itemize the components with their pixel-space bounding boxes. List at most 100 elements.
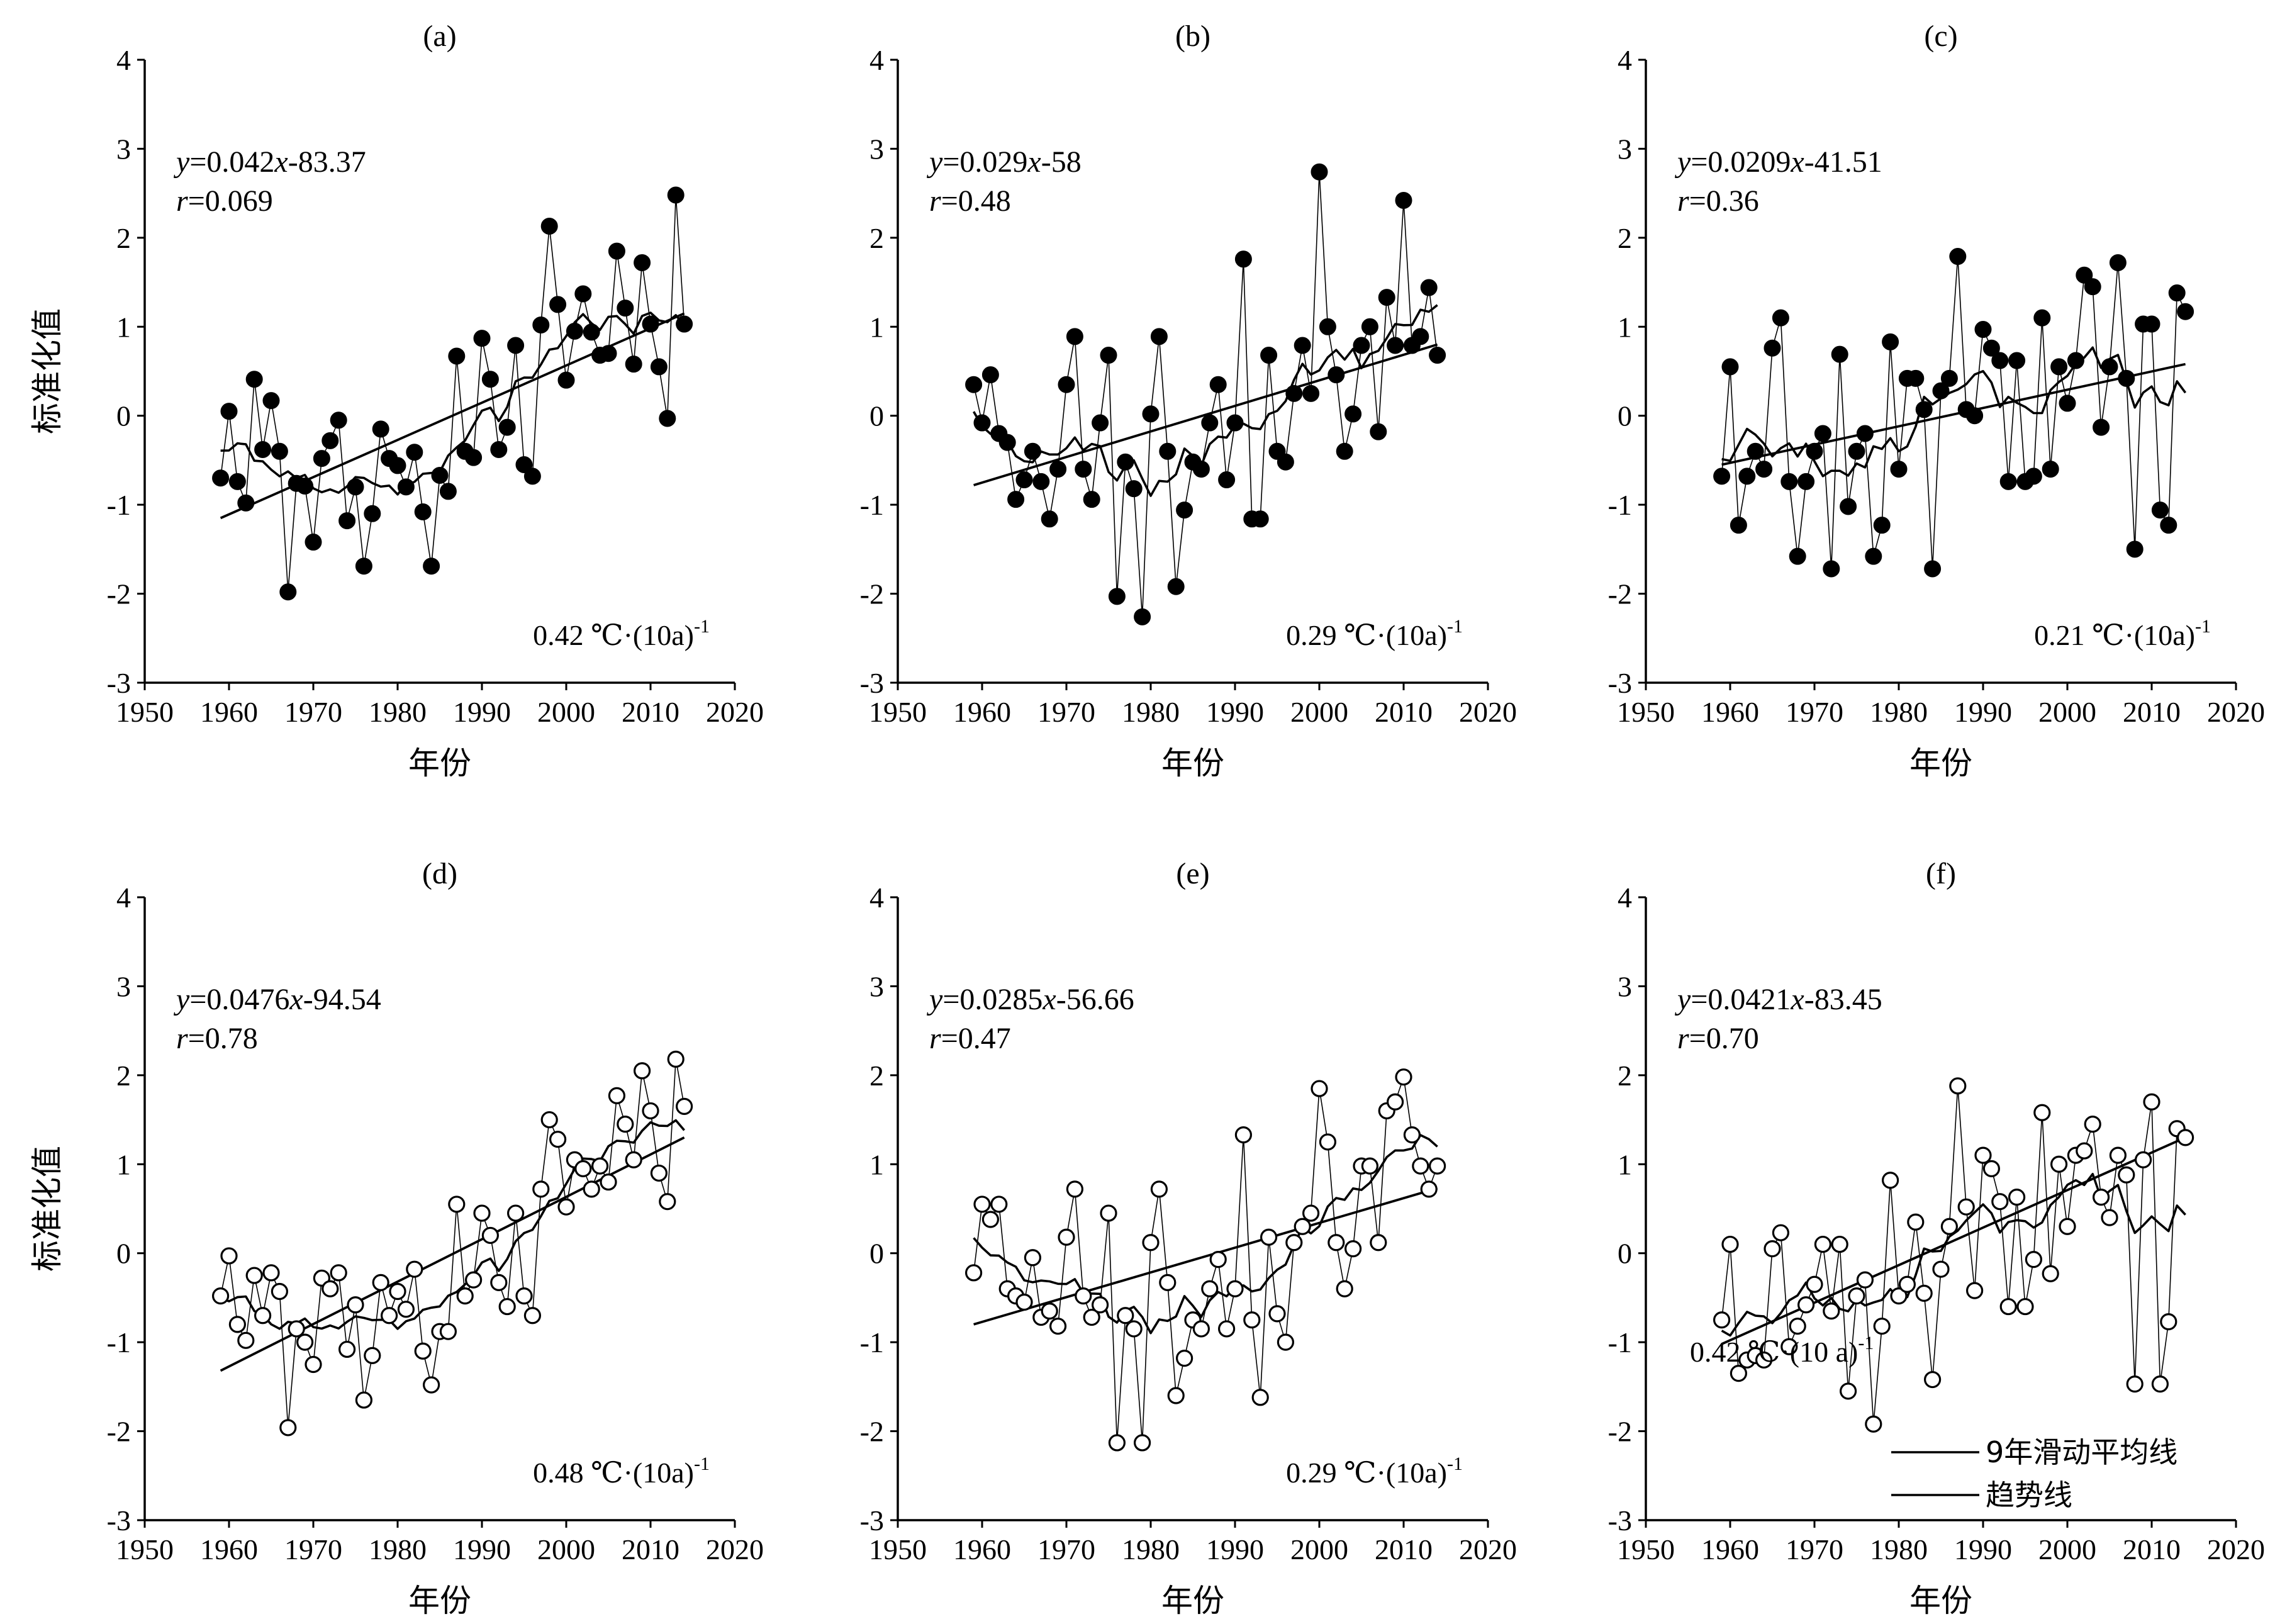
- y-tick-label: 3: [116, 133, 131, 165]
- data-point: [1092, 414, 1109, 432]
- data-point: [296, 1333, 314, 1351]
- y-tick-label: 2: [1618, 1060, 1632, 1092]
- x-tick-label: 2020: [706, 696, 764, 728]
- data-point: [1932, 1260, 1950, 1278]
- data-point: [2093, 418, 2110, 436]
- data-point: [549, 296, 567, 313]
- data-point: [1049, 461, 1067, 478]
- regression-equation: y=0.029x-58: [926, 145, 1082, 179]
- data-point: [1940, 1218, 1958, 1235]
- data-point: [964, 1264, 983, 1282]
- data-point: [1176, 501, 1193, 519]
- y-tick-label: 3: [1618, 970, 1632, 1002]
- data-point: [1302, 1204, 1320, 1222]
- data-point: [2101, 358, 2118, 376]
- data-point: [515, 1287, 533, 1305]
- warming-rate-label: 0.29 ℃·(10a)-1: [1286, 1453, 1463, 1489]
- y-tick-label: -3: [860, 667, 884, 699]
- data-point: [1209, 376, 1227, 393]
- data-point: [1873, 1318, 1891, 1335]
- data-point: [506, 1204, 525, 1222]
- data-point: [1159, 1274, 1177, 1291]
- data-point: [1848, 1287, 1865, 1305]
- x-tick-label: 1990: [453, 1533, 511, 1565]
- data-point: [634, 254, 651, 271]
- data-point: [1823, 560, 1840, 578]
- y-tick-label: 4: [1618, 882, 1632, 914]
- data-point: [1209, 1251, 1227, 1268]
- data-point: [617, 300, 634, 317]
- data-point: [1814, 425, 1831, 442]
- regression-equation: y=0.0285x-56.66: [926, 983, 1134, 1016]
- data-point: [1713, 1311, 1731, 1329]
- data-point: [608, 1087, 626, 1104]
- data-point: [1730, 517, 1747, 534]
- data-point: [1041, 510, 1058, 528]
- x-axis-title: 年份: [1161, 1582, 1224, 1619]
- data-point: [1378, 289, 1395, 306]
- data-point: [414, 503, 432, 520]
- data-point: [633, 1062, 651, 1080]
- data-point: [1395, 191, 1412, 209]
- data-point: [540, 217, 558, 235]
- regression-equation: y=0.042x-83.37: [173, 145, 366, 179]
- data-point: [1083, 491, 1100, 508]
- panel-title: (b): [1175, 20, 1210, 53]
- data-point: [422, 1376, 440, 1394]
- x-tick-label: 2010: [622, 696, 679, 728]
- correlation-coefficient: r=0.36: [1677, 184, 1759, 218]
- data-point: [667, 1050, 685, 1068]
- data-point: [1831, 1235, 1848, 1253]
- x-tick-label: 2000: [537, 1533, 595, 1565]
- data-point: [1336, 442, 1353, 460]
- x-tick-label: 1950: [116, 1533, 174, 1565]
- data-point: [1789, 547, 1806, 565]
- data-point: [1370, 1234, 1387, 1252]
- x-tick-label: 1970: [284, 1533, 342, 1565]
- y-axis-title: 标准化值: [29, 1146, 65, 1272]
- data-point: [2042, 461, 2059, 478]
- data-point: [2126, 540, 2144, 558]
- data-point: [1294, 337, 1311, 354]
- x-tick-label: 1960: [200, 1533, 258, 1565]
- data-point: [2151, 1375, 2169, 1393]
- data-point: [1032, 473, 1050, 490]
- data-point: [389, 1282, 406, 1301]
- data-point: [600, 345, 617, 362]
- data-point: [212, 1287, 230, 1305]
- data-point: [481, 371, 499, 388]
- y-tick-label: 0: [869, 1238, 884, 1270]
- data-point: [1882, 1172, 1899, 1189]
- x-tick-label: 1970: [1037, 696, 1095, 728]
- raw-series-line: [973, 172, 1438, 617]
- panel-title: (a): [423, 20, 456, 53]
- data-point: [583, 1180, 600, 1198]
- data-point: [1999, 473, 2017, 490]
- data-point: [2084, 1116, 2101, 1133]
- y-tick-label: -1: [860, 1326, 884, 1358]
- y-tick-label: 3: [869, 970, 884, 1002]
- panel-title: (e): [1176, 857, 1209, 890]
- data-point: [523, 1307, 542, 1324]
- data-point: [1268, 1305, 1286, 1323]
- y-tick-label: 3: [116, 970, 131, 1002]
- x-tick-label: 1980: [1122, 1533, 1180, 1565]
- panel-title: (c): [1924, 20, 1957, 53]
- data-point: [1789, 1318, 1806, 1335]
- x-tick-label: 1960: [200, 696, 258, 728]
- data-point: [1344, 1240, 1362, 1258]
- y-tick-label: 4: [869, 44, 884, 76]
- y-tick-label: 2: [869, 222, 884, 254]
- data-point: [1780, 473, 1798, 490]
- data-point: [1234, 250, 1252, 268]
- data-point: [1755, 1351, 1773, 1369]
- x-axis-title: 年份: [1161, 745, 1224, 781]
- data-point: [1192, 461, 1210, 478]
- data-point: [372, 420, 389, 438]
- data-point: [2143, 1093, 2160, 1111]
- data-point: [1142, 405, 1160, 423]
- data-point: [608, 242, 625, 260]
- x-tick-label: 1950: [1617, 1533, 1675, 1565]
- data-point: [675, 1097, 693, 1115]
- data-point: [540, 1111, 558, 1129]
